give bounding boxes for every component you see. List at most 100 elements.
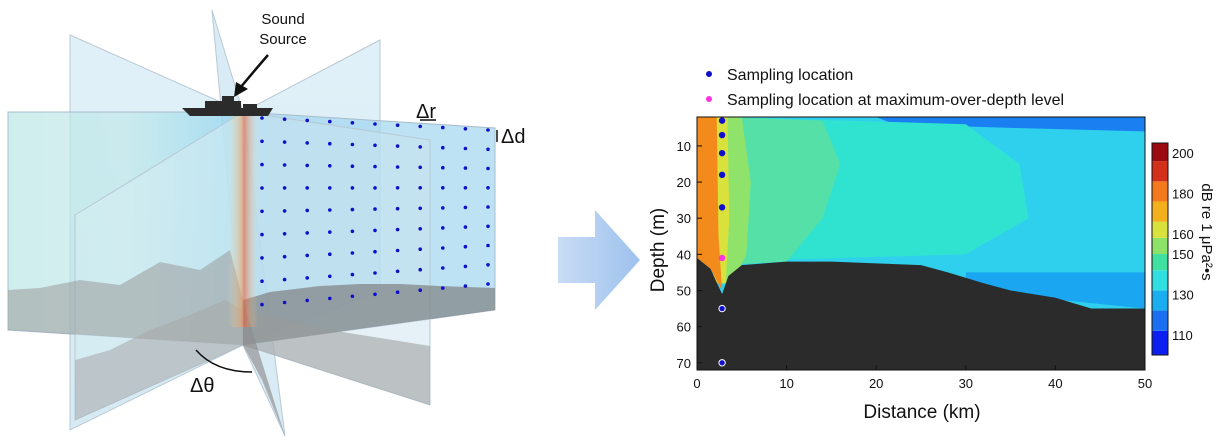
grid-dot — [395, 269, 400, 274]
sampling-point — [718, 304, 726, 313]
grid-dot — [282, 277, 287, 282]
max-level-point — [718, 254, 726, 262]
level-145-region — [723, 117, 841, 266]
grid-dot — [328, 230, 332, 234]
grid-dot — [395, 206, 400, 211]
grid-dot — [282, 300, 287, 305]
y-tick-label: 50 — [677, 283, 691, 298]
grid-dot — [463, 205, 468, 210]
sampling-point — [718, 149, 726, 157]
x-tick-label: 40 — [1048, 376, 1062, 391]
sampling-point — [718, 359, 726, 367]
colorbar-band — [1152, 270, 1168, 291]
colorbar-label: dB re 1 μPa²•s — [1198, 183, 1215, 280]
grid-dot — [282, 186, 287, 190]
grid-dot — [373, 122, 377, 126]
y-tick-label: 60 — [677, 320, 691, 335]
colorbar-band — [1152, 254, 1168, 271]
grid-dot — [373, 164, 377, 169]
grid-dot — [373, 143, 377, 148]
x-tick-label: 50 — [1138, 376, 1152, 391]
grid-dot — [305, 163, 310, 168]
colorbar-band — [1152, 237, 1168, 255]
colorbar-tick-label: 180 — [1172, 186, 1194, 201]
grid-dot — [486, 224, 490, 229]
level-low-region — [965, 272, 1145, 309]
grid-dot — [441, 246, 445, 250]
level-low-band — [876, 117, 1145, 132]
x-tick-label: 10 — [779, 376, 793, 391]
grid-dot — [260, 232, 264, 237]
grid-dot — [418, 124, 423, 129]
grid-dot — [282, 163, 287, 167]
grid-dot — [463, 146, 468, 151]
grid-dot — [441, 125, 445, 130]
grid-dot — [350, 294, 355, 299]
y-tick-label: 30 — [677, 211, 691, 226]
grid-dot — [260, 186, 264, 190]
colorbar-tick-label: 130 — [1172, 287, 1194, 302]
grid-dot — [395, 227, 400, 232]
grid-dot — [328, 141, 332, 146]
grid-dot — [486, 186, 490, 190]
grid-dot — [260, 302, 264, 307]
grid-dot — [418, 267, 423, 272]
grid-dot — [282, 140, 287, 144]
grid-dot — [350, 229, 355, 234]
grid-dot — [305, 118, 310, 123]
sampling-point — [718, 117, 726, 124]
grid-dot — [350, 121, 355, 125]
grid-dot — [328, 208, 332, 212]
grid-dot — [305, 276, 310, 280]
delta-theta-arc — [195, 349, 253, 373]
grid-dot — [418, 186, 423, 190]
grid-dot — [441, 145, 445, 150]
grid-dot — [418, 247, 423, 251]
grid-dot — [350, 142, 355, 147]
grid-dot — [486, 243, 490, 248]
sound-field-planes — [7, 9, 496, 437]
grid-dot — [441, 266, 445, 270]
grid-dot — [373, 271, 377, 275]
grid-dot — [328, 119, 332, 124]
colorbar-band — [1152, 201, 1168, 222]
grid-dot — [486, 147, 490, 152]
grid-dot — [373, 292, 377, 297]
grid-dot — [282, 209, 287, 213]
grid-dot — [328, 186, 332, 190]
grid-dot — [418, 145, 423, 149]
grid-dot — [418, 206, 423, 211]
source-label-line2: Source — [259, 31, 307, 48]
grid-dot — [395, 165, 400, 169]
grid-dot — [350, 186, 355, 190]
x-tick-label: 30 — [959, 376, 973, 391]
colorbar-band — [1152, 310, 1168, 331]
grid-dot — [441, 165, 445, 170]
sampling-point — [718, 131, 726, 139]
grid-dot — [418, 165, 423, 170]
source-beam — [228, 112, 258, 327]
x-axis-label: Distance (km) — [863, 402, 980, 423]
grid-dot — [282, 232, 287, 236]
y-tick-label: 70 — [677, 356, 691, 371]
transition-arrow-icon — [558, 210, 640, 310]
legend-sampling-dot — [706, 71, 712, 77]
grid-dot — [373, 249, 377, 254]
legend-sampling-label: Sampling location — [727, 67, 853, 84]
grid-dot — [328, 274, 332, 279]
colorbar-band — [1152, 330, 1168, 355]
grid-dot — [463, 127, 468, 131]
grid-dot — [486, 205, 490, 209]
colorbar-frame — [1151, 142, 1169, 356]
grid-dot — [260, 139, 264, 144]
grid-dot — [486, 282, 490, 286]
grid-dot — [373, 186, 377, 190]
grid-dot — [395, 248, 400, 253]
seafloor — [697, 257, 1145, 370]
grid-dot — [441, 226, 445, 230]
sampling-point — [718, 171, 726, 179]
grid-dot — [305, 141, 310, 145]
grid-dot — [373, 207, 377, 211]
grid-dot — [463, 186, 468, 190]
